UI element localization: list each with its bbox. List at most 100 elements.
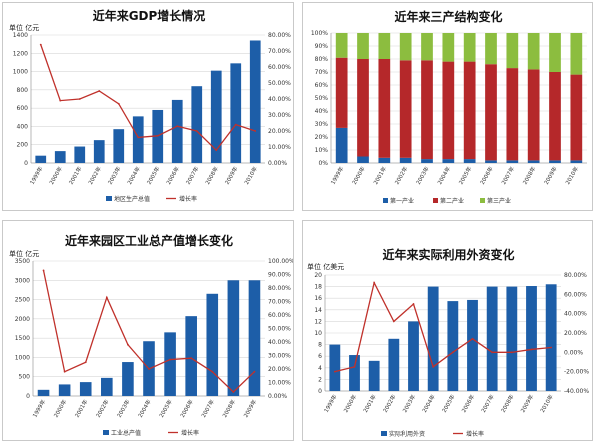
y-tick-label: 70% xyxy=(315,69,329,76)
y-tick-label: 90% xyxy=(315,43,329,50)
chart-title: 近年来GDP增长情况 xyxy=(93,8,206,23)
y-tick-label: 80% xyxy=(315,56,329,63)
y2-tick-label: -20.00% xyxy=(564,369,589,376)
x-tick-label: 2003年 xyxy=(414,165,431,186)
legend-label: 增长率 xyxy=(179,195,197,203)
x-tick-label: 1999年 xyxy=(329,165,346,186)
line-point xyxy=(550,346,553,349)
y-tick-label: 800 xyxy=(17,87,29,94)
bar xyxy=(545,284,557,391)
bar xyxy=(349,355,360,391)
line-point xyxy=(127,343,129,346)
bar-segment xyxy=(463,159,476,163)
x-tick-label: 2008年 xyxy=(203,165,220,186)
y2-tick-label: 40.00% xyxy=(268,96,291,103)
bar xyxy=(113,129,125,163)
bar xyxy=(132,116,144,163)
line-point xyxy=(98,90,101,92)
bar-segment xyxy=(527,33,540,70)
bar xyxy=(329,344,341,391)
y-tick-label: 10% xyxy=(315,147,329,154)
x-tick-label: 2010年 xyxy=(563,165,580,186)
y2-tick-label: 90.00% xyxy=(268,272,291,279)
bar-segment xyxy=(570,33,583,75)
bar xyxy=(54,151,66,163)
bar xyxy=(122,362,134,396)
y2-tick-label: 10.00% xyxy=(268,380,291,387)
line-point xyxy=(353,365,356,368)
bar-segment xyxy=(549,160,561,163)
x-tick-label: 2006年 xyxy=(164,165,181,186)
bar xyxy=(388,338,400,391)
bar-segment xyxy=(485,33,497,65)
y-tick-label: 2500 xyxy=(15,297,30,304)
y2-tick-label: 80.00% xyxy=(268,285,291,292)
x-tick-label: 2005年 xyxy=(457,165,474,186)
x-tick-label: 2001年 xyxy=(361,393,378,414)
bar-segment xyxy=(421,33,433,61)
line-point xyxy=(510,351,513,354)
x-tick-label: 2000年 xyxy=(47,165,64,186)
line-point xyxy=(169,358,171,361)
x-tick-label: 2008年 xyxy=(521,165,538,186)
line-point xyxy=(156,134,159,137)
x-tick-label: 2001年 xyxy=(73,398,90,419)
y-tick-label: 2000 xyxy=(15,316,30,323)
legend-label: 工业总产值 xyxy=(111,429,141,437)
y-tick-label: 2 xyxy=(318,376,322,383)
y2-tick-label: 50.00% xyxy=(268,80,291,87)
x-tick-label: 2003年 xyxy=(115,398,132,419)
y2-tick-label: 0.00% xyxy=(268,393,287,400)
bar-segment xyxy=(506,160,519,163)
legend-swatch xyxy=(106,196,112,201)
y-tick-label: 200 xyxy=(17,142,29,149)
bar-segment xyxy=(549,72,561,161)
x-tick-label: 2002年 xyxy=(393,165,410,186)
legend-label: 增长率 xyxy=(181,429,199,437)
y-tick-label: 60% xyxy=(315,82,329,89)
y2-tick-label: 60.00% xyxy=(268,312,291,319)
legend-swatch xyxy=(381,431,387,436)
x-tick-label: 2004年 xyxy=(136,398,153,419)
bar xyxy=(248,280,261,396)
y2-tick-label: 20.00% xyxy=(564,330,587,337)
legend-label: 第一产业 xyxy=(390,197,414,205)
bar-segment xyxy=(485,160,497,163)
line-point xyxy=(471,337,474,340)
y-tick-label: 0% xyxy=(318,160,328,167)
x-tick-label: 1999年 xyxy=(31,398,48,419)
x-tick-label: 2004年 xyxy=(420,393,437,414)
x-tick-label: 2005年 xyxy=(440,393,457,414)
y2-tick-label: 20.00% xyxy=(268,366,291,373)
bar xyxy=(447,301,459,391)
y-tick-label: 0 xyxy=(318,388,322,395)
y2-tick-label: 0.00% xyxy=(268,160,287,167)
x-tick-label: 2000年 xyxy=(342,393,359,414)
line-point xyxy=(137,136,140,139)
legend-label: 实际利用外资 xyxy=(389,430,425,438)
x-tick-label: 2007年 xyxy=(184,165,201,186)
line-point xyxy=(59,99,62,102)
bar-segment xyxy=(335,127,348,163)
bar-segment xyxy=(378,59,391,158)
y-axis-title: 单位 亿美元 xyxy=(307,262,344,271)
bar-segment xyxy=(378,157,391,163)
y2-tick-label: 70.00% xyxy=(268,48,291,55)
bar-segment xyxy=(549,33,561,72)
y-tick-label: 1400 xyxy=(13,32,28,39)
line-point xyxy=(491,351,494,354)
chart-panel-industrial-output: 近年来园区工业总产值增长变化 单位 亿元 0 500 1000 1500 2000 2500 3… xyxy=(2,220,294,441)
bar-segment xyxy=(357,156,369,163)
x-tick-label: 2003年 xyxy=(106,165,123,186)
bar-segment xyxy=(442,33,455,62)
chart-panel-industry-structure: 近年来三产结构变化 0% 10% 20% 30% 40% 50% 60% 70% 80% 90% 10… xyxy=(302,2,593,211)
y2-tick-label: 70.00% xyxy=(268,299,291,306)
bar-segment xyxy=(399,157,412,163)
x-tick-label: 2009年 xyxy=(242,398,259,419)
y-tick-label: 1200 xyxy=(13,50,28,57)
x-tick-label: 2005年 xyxy=(157,398,174,419)
bar-segment xyxy=(527,160,540,163)
x-tick-label: 2004年 xyxy=(435,165,452,186)
bar xyxy=(249,40,261,163)
